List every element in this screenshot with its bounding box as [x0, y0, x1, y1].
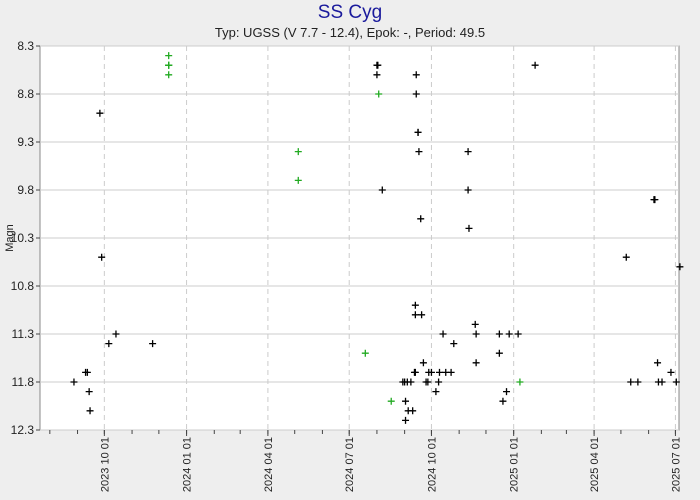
- data-point: [373, 71, 381, 79]
- y-tick-label: 8.3: [17, 39, 34, 53]
- chart-subtitle: Typ: UGSS (V 7.7 - 12.4), Epok: -, Perio…: [214, 25, 486, 40]
- data-point: [407, 378, 415, 386]
- data-point: [378, 186, 386, 194]
- data-point: [165, 52, 173, 60]
- data-point: [96, 109, 104, 117]
- data-point: [402, 416, 410, 424]
- data-point: [418, 311, 426, 319]
- data-point: [387, 397, 395, 405]
- data-point: [415, 148, 423, 156]
- data-point: [531, 61, 539, 69]
- data-point: [516, 378, 524, 386]
- data-point: [70, 378, 78, 386]
- data-point: [495, 330, 503, 338]
- data-point: [676, 263, 684, 271]
- data-point: [98, 253, 106, 261]
- data-point: [165, 61, 173, 69]
- chart-title: SS Cyg: [317, 2, 383, 23]
- data-point: [419, 359, 427, 367]
- data-point: [149, 340, 157, 348]
- data-point: [450, 340, 458, 348]
- data-point: [634, 378, 642, 386]
- data-point: [439, 330, 447, 338]
- data-point: [427, 368, 435, 376]
- data-point: [465, 224, 473, 232]
- x-tick-label: 2023 10 01: [99, 437, 111, 492]
- data-point: [409, 407, 417, 415]
- y-axis: 8.3 8.8 9.3 9.8 10.3 10.8 11.3 11.8 12.3: [11, 39, 40, 437]
- data-point: [402, 397, 410, 405]
- x-tick-label: 2025 04 01: [589, 437, 601, 492]
- data-point: [471, 320, 479, 328]
- x-tick-label: 2025 07 01: [670, 437, 682, 492]
- data-point: [658, 378, 666, 386]
- data-point: [472, 330, 480, 338]
- data-point: [112, 330, 120, 338]
- data-point: [294, 176, 302, 184]
- x-tick-label: 2024 01 01: [182, 437, 194, 492]
- data-point: [514, 330, 522, 338]
- data-point: [447, 368, 455, 376]
- y-tick-label: 9.3: [17, 135, 34, 149]
- data-point: [435, 378, 443, 386]
- data-point: [375, 90, 383, 98]
- data-point: [361, 349, 369, 357]
- data-point: [672, 378, 680, 386]
- grid-lines: [40, 45, 679, 431]
- data-point: [667, 368, 675, 376]
- data-point: [464, 186, 472, 194]
- data-point: [499, 397, 507, 405]
- data-point: [654, 359, 662, 367]
- x-tick-label: 2024 04 01: [263, 437, 275, 492]
- data-point: [85, 388, 93, 396]
- data-point: [414, 128, 422, 136]
- data-point: [495, 349, 503, 357]
- data-point: [411, 301, 419, 309]
- data-point: [435, 368, 443, 376]
- data-point: [83, 368, 91, 376]
- y-tick-label: 8.8: [17, 87, 34, 101]
- data-point: [86, 407, 94, 415]
- data-point: [472, 359, 480, 367]
- y-tick-label: 11.3: [12, 327, 35, 341]
- data-point: [627, 378, 635, 386]
- data-point: [105, 340, 113, 348]
- data-point: [432, 388, 440, 396]
- data-point: [374, 61, 382, 69]
- data-point: [294, 148, 302, 156]
- y-tick-label: 10.3: [11, 231, 35, 245]
- data-point: [412, 71, 420, 79]
- data-point: [417, 215, 425, 223]
- x-axis: 2023 10 01 2024 01 01 2024 04 01 2024 07 01…: [49, 430, 682, 492]
- data-point: [165, 71, 173, 79]
- data-point: [411, 311, 419, 319]
- data-points: [70, 52, 684, 424]
- y-tick-label: 10.8: [11, 279, 35, 293]
- x-tick-label: 2024 10 01: [426, 437, 438, 492]
- data-point: [464, 148, 472, 156]
- data-point: [412, 90, 420, 98]
- y-tick-label: 11.8: [12, 375, 35, 389]
- data-point: [505, 330, 513, 338]
- data-point: [503, 388, 511, 396]
- x-tick-label: 2025 01 01: [509, 437, 521, 492]
- x-tick-label: 2024 07 01: [344, 437, 356, 492]
- data-point: [622, 253, 630, 261]
- data-point: [651, 196, 659, 204]
- y-tick-label: 9.8: [17, 183, 34, 197]
- data-point: [411, 368, 419, 376]
- y-axis-label: Magn: [4, 224, 16, 252]
- data-point: [424, 378, 432, 386]
- y-tick-label: 12.3: [11, 423, 35, 437]
